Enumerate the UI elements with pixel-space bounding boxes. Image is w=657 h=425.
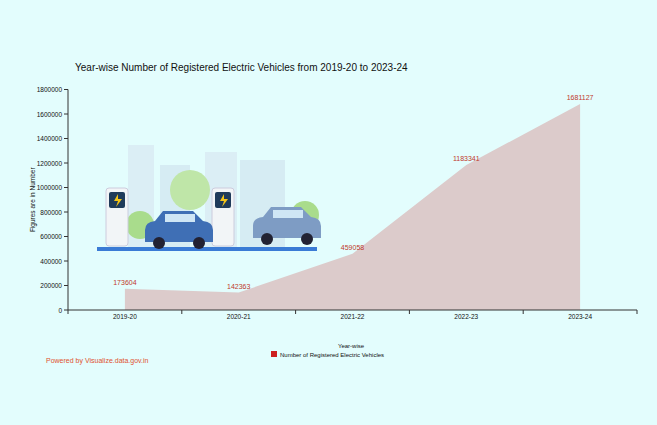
annotation: Powered by Visualize.data.gov.in bbox=[46, 357, 149, 365]
y-tick bbox=[64, 187, 68, 188]
x-axis-label: Year-wise bbox=[338, 343, 365, 349]
y-tick bbox=[64, 114, 68, 115]
legend-swatch bbox=[271, 351, 277, 357]
y-tick-label: 800000 bbox=[40, 209, 62, 216]
y-tick-label: 1200000 bbox=[37, 160, 63, 167]
x-tick bbox=[181, 310, 182, 314]
x-tick bbox=[68, 310, 69, 314]
car-wheel bbox=[301, 233, 313, 245]
tree bbox=[170, 170, 210, 210]
y-tick bbox=[64, 138, 68, 139]
data-label: 173604 bbox=[113, 279, 136, 286]
charger bbox=[212, 188, 234, 246]
y-tick bbox=[64, 89, 68, 90]
y-tick bbox=[64, 212, 68, 213]
legend: Number of Registered Electric Vehicles bbox=[271, 351, 384, 358]
y-axis-line bbox=[68, 90, 69, 311]
x-axis-line bbox=[68, 310, 637, 311]
x-tick-label: 2021-22 bbox=[341, 313, 365, 320]
y-tick-label: 1800000 bbox=[37, 86, 63, 93]
car-window bbox=[273, 210, 303, 218]
data-label: 459058 bbox=[341, 244, 364, 251]
car-wheel bbox=[193, 237, 205, 249]
charger-screen bbox=[215, 192, 231, 208]
y-tick bbox=[64, 261, 68, 262]
y-tick-label: 1400000 bbox=[37, 135, 63, 142]
y-tick-label: 200000 bbox=[40, 282, 62, 289]
car-body bbox=[145, 211, 213, 242]
y-tick bbox=[64, 285, 68, 286]
y-tick bbox=[64, 236, 68, 237]
y-tick-label: 0 bbox=[58, 307, 62, 314]
data-label: 1183341 bbox=[453, 155, 480, 162]
x-tick bbox=[523, 310, 524, 314]
x-tick-label: 2022-23 bbox=[454, 313, 478, 320]
legend-label: Number of Registered Electric Vehicles bbox=[280, 352, 384, 358]
x-tick bbox=[295, 310, 296, 314]
y-axis-label: Figures are in Number bbox=[29, 167, 37, 232]
x-tick bbox=[409, 310, 410, 314]
x-tick-label: 2019-20 bbox=[113, 313, 137, 320]
car-wheel bbox=[261, 233, 273, 245]
bolt bbox=[220, 194, 228, 207]
data-label: 142363 bbox=[227, 283, 250, 290]
bolt bbox=[114, 194, 122, 207]
data-label: 1681127 bbox=[567, 94, 594, 101]
car-wheel bbox=[153, 237, 165, 249]
y-tick bbox=[64, 310, 68, 311]
y-tick-label: 1600000 bbox=[37, 111, 63, 118]
car-window bbox=[165, 214, 195, 222]
chart-container: Year-wise Number of Registered Electric … bbox=[0, 0, 657, 425]
charger bbox=[106, 188, 128, 246]
x-tick-label: 2020-21 bbox=[227, 313, 251, 320]
car-body bbox=[253, 207, 321, 238]
y-tick-label: 1000000 bbox=[37, 184, 63, 191]
ground bbox=[97, 247, 317, 251]
chart-svg: Year-wise Number of Registered Electric … bbox=[0, 0, 657, 425]
y-tick-label: 600000 bbox=[40, 233, 62, 240]
y-tick bbox=[64, 163, 68, 164]
area bbox=[125, 104, 580, 310]
illustration bbox=[97, 145, 321, 251]
x-tick bbox=[637, 310, 638, 314]
x-tick-label: 2023-24 bbox=[568, 313, 592, 320]
title: Year-wise Number of Registered Electric … bbox=[75, 62, 408, 73]
series-group bbox=[125, 104, 580, 310]
charger-screen bbox=[109, 192, 125, 208]
y-tick-label: 400000 bbox=[40, 258, 62, 265]
